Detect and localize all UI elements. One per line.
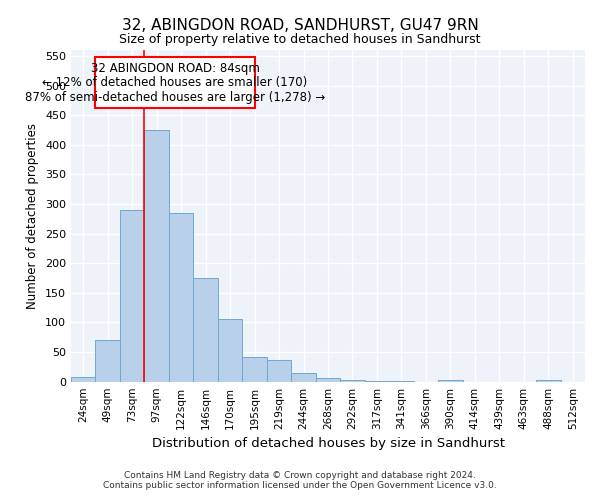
Bar [267,360,291,382]
Bar [389,381,413,382]
Text: 32, ABINGDON ROAD, SANDHURST, GU47 9RN: 32, ABINGDON ROAD, SANDHURST, GU47 9RN [122,18,478,32]
FancyBboxPatch shape [95,57,254,108]
Text: 32 ABINGDON ROAD: 84sqm: 32 ABINGDON ROAD: 84sqm [91,62,259,75]
Bar [193,278,218,382]
X-axis label: Distribution of detached houses by size in Sandhurst: Distribution of detached houses by size … [152,437,505,450]
Text: ← 12% of detached houses are smaller (170): ← 12% of detached houses are smaller (17… [43,76,308,90]
Bar [438,380,463,382]
Bar [169,213,193,382]
Bar [71,377,95,382]
Bar [120,210,145,382]
Bar [145,130,169,382]
Bar [95,340,120,382]
Text: Size of property relative to detached houses in Sandhurst: Size of property relative to detached ho… [119,32,481,46]
Y-axis label: Number of detached properties: Number of detached properties [26,123,40,309]
Text: Contains HM Land Registry data © Crown copyright and database right 2024.
Contai: Contains HM Land Registry data © Crown c… [103,470,497,490]
Text: 87% of semi-detached houses are larger (1,278) →: 87% of semi-detached houses are larger (… [25,91,325,104]
Bar [218,320,242,382]
Bar [291,373,316,382]
Bar [242,357,267,382]
Bar [536,380,560,382]
Bar [365,381,389,382]
Bar [316,378,340,382]
Bar [340,380,365,382]
